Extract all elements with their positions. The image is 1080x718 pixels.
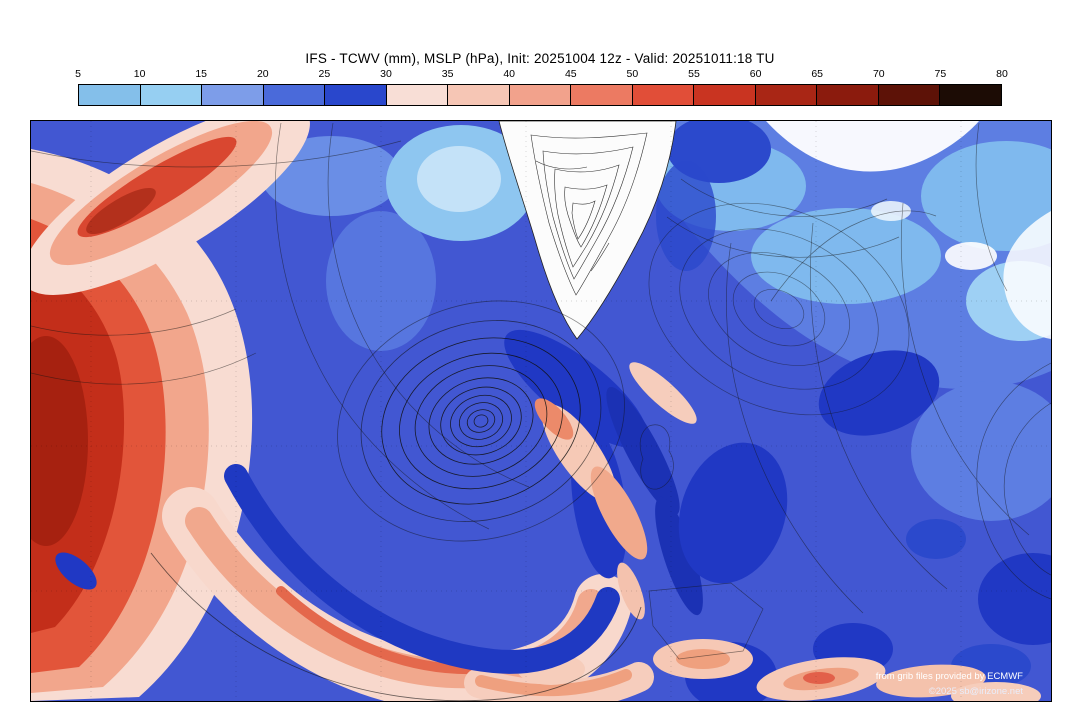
copyright-text: ©2025 sb@irizone.net [928,686,1023,697]
colorbar-ticks: 5 10 15 20 25 30 35 40 45 50 55 60 65 70 75 80 [75,68,1008,81]
map-panel: from grib files provided by ECMWF ©2025 … [30,120,1052,702]
colorbar-tick-label: 5 [75,68,81,80]
colorbar-tick-label: 55 [688,68,700,80]
colorbar-segment [571,85,633,105]
colorbar-tick-label: 10 [133,68,146,80]
colorbar-tick-label: 30 [380,68,392,80]
colorbar-tick-label: 15 [195,68,208,80]
colorbar-tick-label: 35 [441,68,454,80]
colorbar-segment [755,85,818,105]
data-credit-text: from grib files provided by ECMWF [875,671,1023,682]
colorbar-tick-label: 70 [872,68,885,80]
colorbar-segment [632,85,695,105]
colorbar-segment [202,85,264,105]
colorbar-tick-label: 40 [503,68,516,80]
colorbar-segment [878,85,941,105]
colorbar-segment [509,85,572,105]
colorbar-tick-label: 75 [934,68,947,80]
weather-map-image [31,121,1051,701]
colorbar [78,84,1002,106]
chart-title: IFS - TCWV (mm), MSLP (hPa), Init: 20251… [305,51,775,66]
colorbar-tick-label: 45 [564,68,577,80]
colorbar-segment [694,85,756,105]
colorbar-segment [140,85,203,105]
colorbar-segment [940,85,1001,105]
colorbar-segment [263,85,326,105]
colorbar-segment [386,85,449,105]
colorbar-segment [817,85,879,105]
colorbar-segment [448,85,510,105]
colorbar-tick-label: 25 [318,68,331,80]
colorbar-tick-label: 60 [749,68,762,80]
colorbar-segment [79,85,141,105]
colorbar-tick-label: 50 [626,68,639,80]
colorbar-tick-label: 80 [996,68,1008,80]
colorbar-segment [325,85,387,105]
colorbar-tick-label: 65 [811,68,824,80]
colorbar-tick-label: 20 [256,68,269,80]
